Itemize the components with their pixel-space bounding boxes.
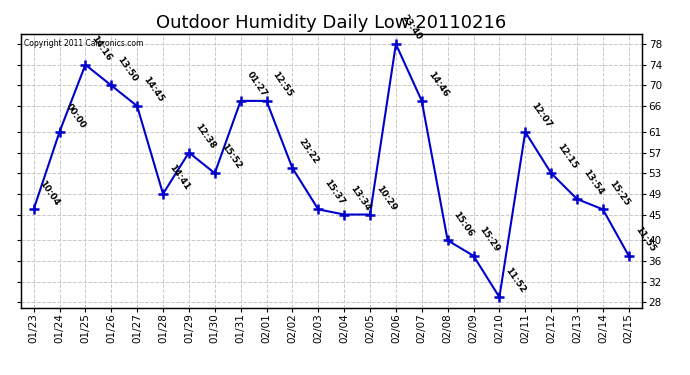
Text: 14:45: 14:45 (141, 75, 165, 104)
Text: 15:06: 15:06 (452, 210, 475, 238)
Text: 00:00: 00:00 (63, 102, 87, 130)
Text: 15:29: 15:29 (477, 225, 502, 254)
Text: Copyright 2011 Cartronics.com: Copyright 2011 Cartronics.com (23, 39, 144, 48)
Text: 14:16: 14:16 (90, 34, 113, 63)
Text: 23:22: 23:22 (297, 137, 320, 166)
Text: 14:46: 14:46 (426, 70, 450, 99)
Text: 12:38: 12:38 (193, 122, 217, 150)
Text: 10:04: 10:04 (38, 179, 61, 207)
Text: 11:52: 11:52 (504, 266, 527, 295)
Text: 01:27: 01:27 (245, 70, 268, 99)
Text: 15:37: 15:37 (322, 178, 346, 207)
Title: Outdoor Humidity Daily Low 20110216: Outdoor Humidity Daily Low 20110216 (156, 14, 506, 32)
Text: 12:55: 12:55 (270, 70, 295, 99)
Text: 12:15: 12:15 (555, 142, 579, 171)
Text: 12:07: 12:07 (529, 101, 553, 130)
Text: 13:50: 13:50 (115, 55, 139, 83)
Text: 15:25: 15:25 (607, 178, 631, 207)
Text: 13:34: 13:34 (348, 184, 372, 212)
Text: 13:54: 13:54 (581, 168, 605, 197)
Text: 10:29: 10:29 (374, 184, 398, 212)
Text: 23:40: 23:40 (400, 13, 424, 42)
Text: 15:52: 15:52 (219, 142, 243, 171)
Text: 11:55: 11:55 (633, 225, 657, 254)
Text: 14:41: 14:41 (167, 163, 191, 192)
